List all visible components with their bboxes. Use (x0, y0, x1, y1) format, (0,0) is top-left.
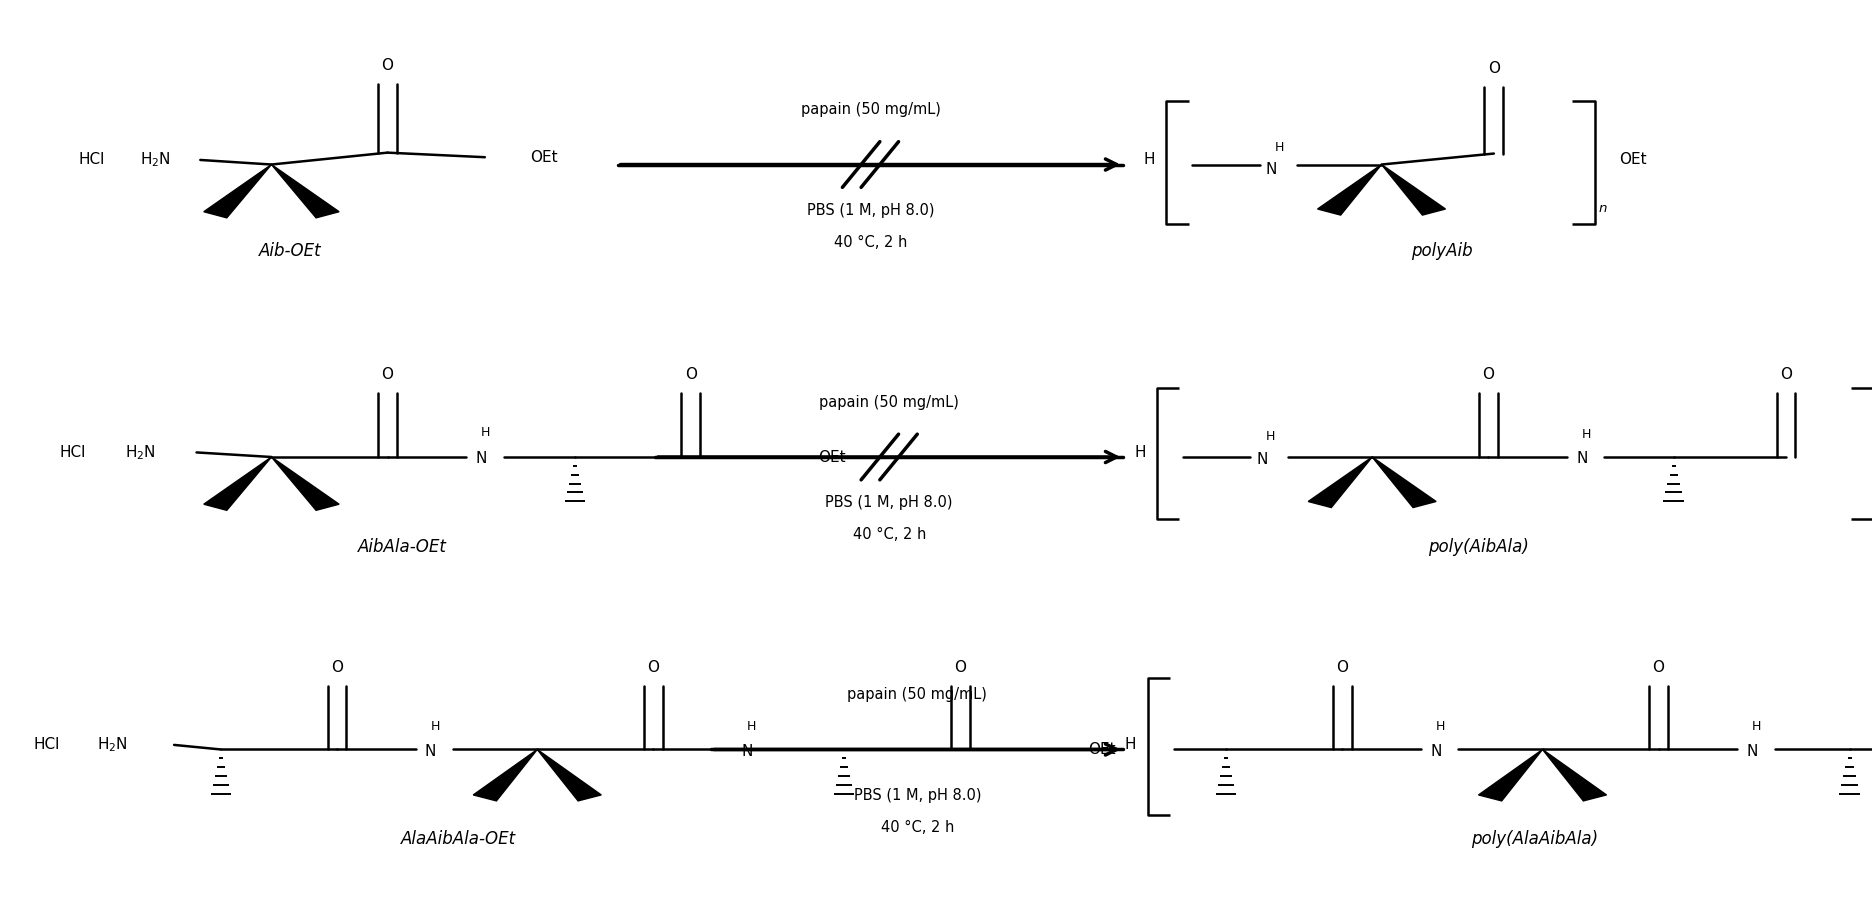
Text: papain (50 mg/mL): papain (50 mg/mL) (820, 395, 958, 409)
Text: N: N (1256, 452, 1267, 467)
Text: H: H (1436, 720, 1445, 733)
Text: H: H (431, 720, 440, 733)
Text: H: H (1265, 430, 1275, 443)
Text: OEt: OEt (818, 450, 846, 464)
Text: poly(AibAla): poly(AibAla) (1428, 537, 1529, 556)
Text: H: H (747, 720, 756, 733)
Text: H: H (1582, 428, 1591, 441)
Text: O: O (331, 660, 343, 675)
Polygon shape (1382, 165, 1445, 215)
Polygon shape (271, 457, 339, 510)
Text: 40 °C, 2 h: 40 °C, 2 h (852, 527, 927, 542)
Text: AibAla-OEt: AibAla-OEt (358, 537, 447, 556)
Text: H: H (1125, 738, 1136, 752)
Text: O: O (955, 660, 966, 675)
Text: AlaAibAla-OEt: AlaAibAla-OEt (401, 830, 517, 848)
Text: O: O (1483, 367, 1494, 382)
Text: O: O (382, 58, 393, 73)
Text: H$_2$N: H$_2$N (140, 151, 170, 169)
Text: 40 °C, 2 h: 40 °C, 2 h (833, 235, 908, 250)
Text: HCl: HCl (34, 738, 60, 752)
Text: O: O (1488, 61, 1499, 76)
Text: papain (50 mg/mL): papain (50 mg/mL) (848, 687, 987, 702)
Text: HCl: HCl (79, 153, 105, 167)
Text: HCl: HCl (60, 445, 86, 460)
Text: 40 °C, 2 h: 40 °C, 2 h (880, 820, 955, 834)
Text: H: H (481, 426, 490, 439)
Text: H$_2$N: H$_2$N (97, 736, 127, 754)
Text: PBS (1 M, pH 8.0): PBS (1 M, pH 8.0) (826, 495, 953, 510)
Text: H: H (1752, 720, 1762, 733)
Text: N: N (475, 452, 487, 466)
Text: n: n (1599, 202, 1606, 215)
Text: N: N (741, 744, 753, 759)
Polygon shape (204, 165, 271, 218)
Polygon shape (1372, 457, 1436, 507)
Polygon shape (1543, 749, 1606, 801)
Text: N: N (1430, 744, 1441, 759)
Text: OEt: OEt (1088, 742, 1116, 757)
Polygon shape (537, 749, 601, 801)
Text: papain (50 mg/mL): papain (50 mg/mL) (801, 102, 940, 117)
Text: H: H (1144, 153, 1155, 167)
Text: N: N (425, 744, 436, 759)
Text: N: N (1747, 744, 1758, 759)
Polygon shape (204, 457, 271, 510)
Text: H$_2$N: H$_2$N (125, 443, 155, 462)
Text: H: H (1275, 141, 1284, 154)
Text: Aib-OEt: Aib-OEt (258, 242, 322, 260)
Polygon shape (474, 749, 537, 801)
Text: O: O (648, 660, 659, 675)
Polygon shape (1318, 165, 1382, 215)
Polygon shape (1479, 749, 1543, 801)
Polygon shape (271, 165, 339, 218)
Text: N: N (1576, 452, 1587, 466)
Polygon shape (1309, 457, 1372, 507)
Text: O: O (382, 367, 393, 382)
Text: O: O (685, 367, 696, 382)
Text: poly(AlaAibAla): poly(AlaAibAla) (1471, 830, 1599, 848)
Text: OEt: OEt (530, 150, 558, 165)
Text: PBS (1 M, pH 8.0): PBS (1 M, pH 8.0) (854, 788, 981, 802)
Text: O: O (1337, 660, 1348, 675)
Text: O: O (1653, 660, 1664, 675)
Text: O: O (1780, 367, 1792, 382)
Text: N: N (1265, 162, 1277, 176)
Text: PBS (1 M, pH 8.0): PBS (1 M, pH 8.0) (807, 203, 934, 218)
Text: H: H (1134, 445, 1146, 460)
Text: OEt: OEt (1619, 153, 1647, 167)
Text: polyAib: polyAib (1411, 242, 1471, 260)
